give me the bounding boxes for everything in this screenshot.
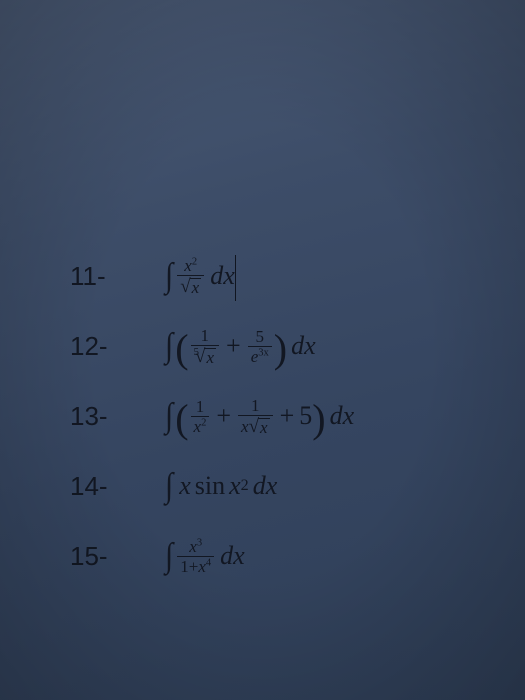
problem-expression: ∫ x sin x2 dx	[165, 469, 277, 503]
problem-row: 13- ∫ ( 1 x2 + 1 x√x + 5 ) dx	[70, 388, 354, 444]
problem-row: 11- ∫ x2 √ x dx	[70, 248, 354, 304]
problem-row: 14- ∫ x sin x2 dx	[70, 458, 354, 514]
problem-expression: ∫ ( 1 x2 + 1 x√x + 5 ) dx	[165, 397, 354, 436]
problem-number: 15-	[70, 541, 165, 572]
fraction: 1 x2	[191, 398, 210, 435]
integral-icon: ∫	[165, 396, 173, 435]
sqrt-icon: √ x	[180, 277, 201, 296]
problem-number: 14-	[70, 471, 165, 502]
text-cursor	[235, 255, 236, 301]
problem-row: 12- ∫ ( 1 5 √ x + 5 e3	[70, 318, 354, 374]
fraction: 5 e3x	[248, 328, 272, 365]
problem-expression: ∫ x3 1+x4 dx	[165, 538, 245, 575]
problem-row: 15- ∫ x3 1+x4 dx	[70, 528, 354, 584]
fraction: 1 5 √ x	[191, 327, 219, 366]
integral-icon: ∫	[165, 326, 173, 365]
problem-list: 11- ∫ x2 √ x dx 12-	[70, 248, 354, 598]
integral-icon: ∫	[165, 466, 173, 505]
fraction: 1 x√x	[238, 397, 273, 436]
problem-number: 12-	[70, 331, 165, 362]
problem-expression: ∫ x2 √ x dx	[165, 253, 236, 299]
integral-icon: ∫	[165, 536, 173, 575]
page-root: 11- ∫ x2 √ x dx 12-	[0, 0, 525, 700]
integral-icon: ∫	[165, 256, 173, 295]
fraction: x2 √ x	[177, 257, 204, 296]
nth-root-icon: 5 √ x	[194, 347, 216, 366]
fraction: x3 1+x4	[177, 538, 214, 575]
sqrt-icon: √x	[249, 417, 270, 436]
problem-expression: ∫ ( 1 5 √ x + 5 e3x	[165, 327, 316, 366]
problem-number: 11-	[70, 261, 165, 292]
problem-number: 13-	[70, 401, 165, 432]
